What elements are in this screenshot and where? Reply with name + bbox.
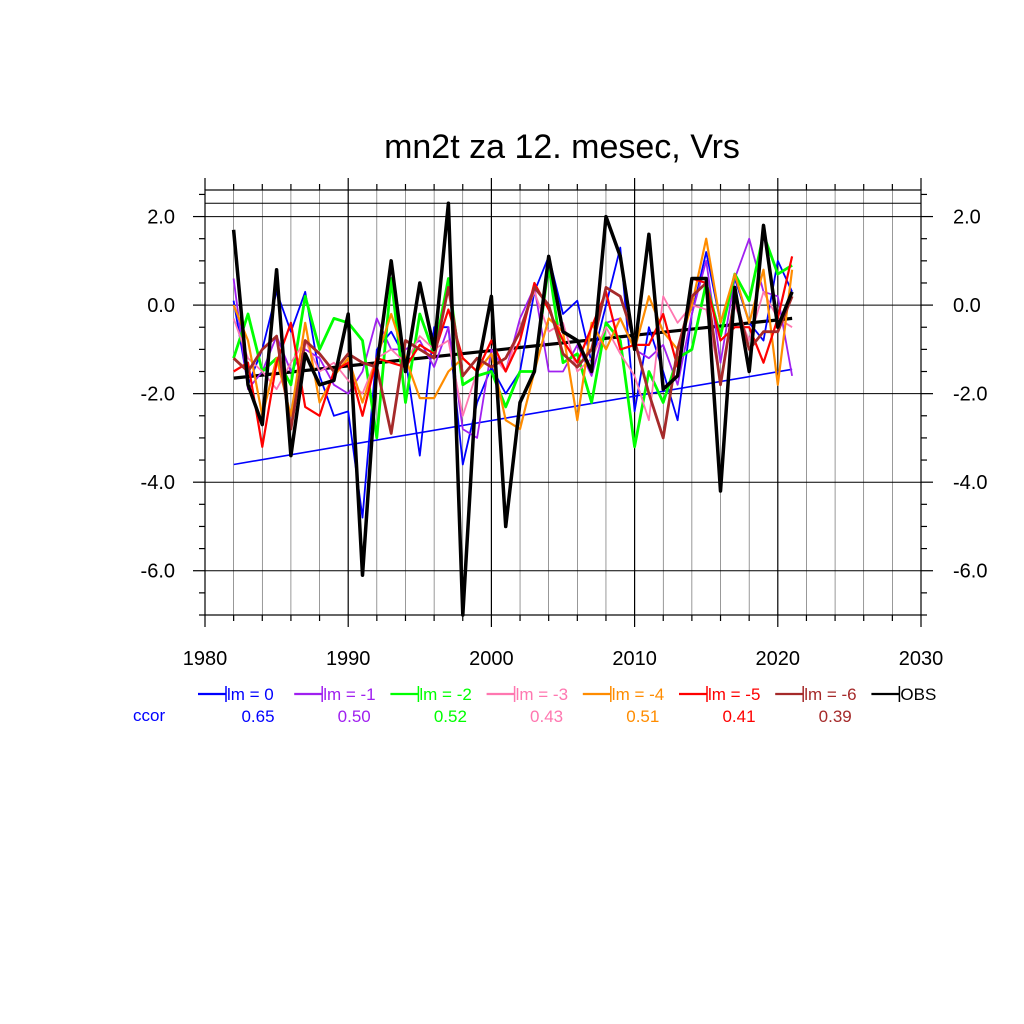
- legend-ccor-value: 0.39: [819, 707, 852, 726]
- legend-ccor-value: 0.50: [338, 707, 371, 726]
- chart-title: mn2t za 12. mesec, Vrs: [384, 128, 740, 166]
- axis-ticks: [193, 178, 933, 627]
- y-tick-label-right: -6.0: [953, 561, 987, 583]
- legend-label: lm = 0: [227, 685, 274, 704]
- legend-label: lm = -5: [708, 685, 760, 704]
- x-tick-label: 1980: [183, 648, 228, 670]
- y-tick-label-left: 2.0: [147, 207, 175, 229]
- plot-frame: [204, 189, 922, 616]
- y-tick-label-right: -4.0: [953, 472, 987, 494]
- series-line: [232, 232, 793, 449]
- legend-ccor-value: 0.41: [722, 707, 755, 726]
- y-tick-label-left: 0.0: [147, 295, 175, 317]
- y-tick-label-left: -2.0: [141, 384, 175, 406]
- legend-ccor-value: 0.52: [434, 707, 467, 726]
- axis-tick-labels: 1980 1990 2000 2010 2020 2030 2.0 2.0 0.0 0.0 -2.0…: [141, 207, 988, 670]
- legend: lm = 0 0.65 lm = -1 0.50 lm = -2 0.52 lm = -3 0…: [133, 685, 936, 726]
- trend-line: [233, 368, 793, 466]
- legend-label: lm = -2: [419, 685, 471, 704]
- x-tick-label: 2020: [756, 648, 801, 670]
- legend-label: lm = -3: [516, 685, 568, 704]
- legend-label: lm = -4: [612, 685, 664, 704]
- legend-label: lm = -1: [323, 685, 375, 704]
- legend-label: OBS: [900, 685, 936, 704]
- series-line: [232, 237, 794, 431]
- legend-label: lm = -6: [804, 685, 856, 704]
- ccor-label: ccor: [133, 706, 165, 725]
- x-tick-label: 2030: [899, 648, 944, 670]
- y-tick-label-left: -4.0: [141, 472, 175, 494]
- series-line: [231, 201, 794, 617]
- y-tick-label-right: 0.0: [953, 295, 981, 317]
- x-tick-label: 2010: [612, 648, 657, 670]
- legend-ccor-value: 0.65: [241, 707, 274, 726]
- data-series: [231, 201, 794, 617]
- x-tick-label: 2000: [469, 648, 514, 670]
- y-tick-label-left: -6.0: [141, 561, 175, 583]
- y-tick-label-right: 2.0: [953, 207, 981, 229]
- reference-lines: [205, 202, 921, 572]
- legend-ccor-value: 0.43: [530, 707, 563, 726]
- legend-ccor-value: 0.51: [626, 707, 659, 726]
- series-line: [232, 290, 793, 422]
- x-tick-label: 1990: [326, 648, 371, 670]
- series-line: [232, 281, 794, 440]
- y-tick-label-right: -2.0: [953, 384, 987, 406]
- series-line: [233, 256, 794, 448]
